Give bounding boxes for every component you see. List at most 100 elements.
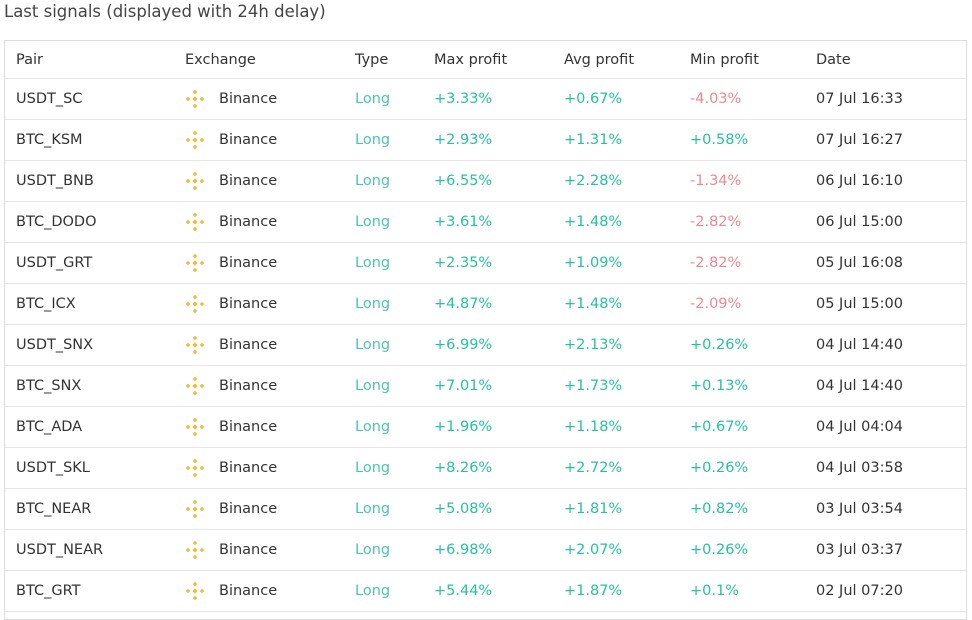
column-header: Min profit [690, 51, 759, 68]
date: 03 Jul 03:37 [816, 542, 903, 558]
type-cell: Long [355, 284, 390, 324]
type-cell: Long [355, 243, 390, 283]
max-profit: +5.44% [434, 583, 493, 599]
max-profit-cell: +7.01% [434, 366, 492, 406]
date-cell: 04 Jul 03:58 [816, 448, 903, 488]
avg-profit: +1.09% [564, 255, 623, 271]
date: 06 Jul 15:00 [816, 214, 903, 230]
pair: BTC_SNX [16, 378, 82, 394]
type-cell: Long [355, 161, 390, 201]
table-row: USDT_BNB Binance Long +6.55% +2.28% -1.34% 06 … [5, 161, 966, 202]
date-cell: 06 Jul 15:00 [816, 202, 903, 242]
max-profit: +2.93% [434, 132, 493, 148]
type: Long [355, 255, 391, 271]
pair: BTC_ADA [16, 419, 83, 435]
avg-profit: +2.72% [564, 460, 623, 476]
pair-cell: BTC_GRT [16, 571, 80, 611]
min-profit: +0.82% [690, 501, 749, 517]
type: Long [355, 583, 391, 599]
pair-cell: BTC_ADA [16, 407, 82, 447]
max-profit: +6.55% [434, 173, 493, 189]
section-title: Last signals (displayed with 24h delay) [4, 2, 326, 21]
min-profit: +0.26% [690, 542, 749, 558]
max-profit-cell: +6.98% [434, 530, 492, 570]
min-profit: +0.26% [690, 337, 749, 353]
table-row: BTC_NEAR Binance Long +5.08% +1.81% +0.82% 03 … [5, 489, 966, 530]
max-profit-cell: +6.99% [434, 325, 492, 365]
pair: BTC_GRT [16, 583, 81, 599]
binance-icon [185, 335, 205, 355]
avg-profit-cell: +1.18% [564, 407, 622, 447]
exchange-cell: Binance [185, 366, 277, 406]
pair: BTC_ICX [16, 296, 76, 312]
type: Long [355, 296, 391, 312]
pair-cell: BTC_ICX [16, 284, 76, 324]
binance-icon [185, 294, 205, 314]
date: 04 Jul 04:04 [816, 419, 903, 435]
column-header: Exchange [185, 51, 256, 68]
binance-icon [185, 171, 205, 191]
min-profit-cell: +0.1% [690, 571, 739, 611]
exchange-cell: Binance [185, 530, 277, 570]
exchange: Binance [219, 255, 278, 271]
pair-cell: BTC_DODO [16, 202, 97, 242]
exchange: Binance [219, 378, 278, 394]
exchange-cell: Binance [185, 120, 277, 160]
min-profit-cell: +0.26% [690, 530, 748, 570]
type-cell: Long [355, 366, 390, 406]
exchange-cell: Binance [185, 161, 277, 201]
min-profit: -2.82% [690, 255, 742, 271]
exchange-cell: Binance [185, 571, 277, 611]
min-profit-cell: +0.67% [690, 407, 748, 447]
exchange: Binance [219, 460, 278, 476]
exchange: Binance [219, 173, 278, 189]
avg-profit: +1.73% [564, 378, 623, 394]
max-profit: +5.08% [434, 501, 493, 517]
max-profit: +3.61% [434, 214, 493, 230]
binance-icon [185, 417, 205, 437]
avg-profit-cell: +1.73% [564, 366, 622, 406]
date-cell: 05 Jul 16:08 [816, 243, 903, 283]
avg-profit: +2.28% [564, 173, 623, 189]
avg-profit: +0.67% [564, 91, 623, 107]
avg-profit: +2.13% [564, 337, 623, 353]
type: Long [355, 337, 391, 353]
table-row: BTC_ADA Binance Long +1.96% +1.18% +0.67% 04 J… [5, 407, 966, 448]
max-profit: +1.96% [434, 419, 493, 435]
exchange-cell: Binance [185, 448, 277, 488]
pair-cell: BTC_SNX [16, 366, 81, 406]
max-profit-cell: +5.08% [434, 489, 492, 529]
type-cell: Long [355, 202, 390, 242]
avg-profit: +1.31% [564, 132, 623, 148]
max-profit-cell: +6.55% [434, 161, 492, 201]
max-profit: +8.26% [434, 460, 493, 476]
pair-cell: USDT_GRT [16, 243, 92, 283]
pair: USDT_SKL [16, 460, 90, 476]
min-profit-cell: +0.82% [690, 489, 748, 529]
max-profit: +6.98% [434, 542, 493, 558]
avg-profit-cell: +2.72% [564, 448, 622, 488]
table-row: USDT_NEAR Binance Long +6.98% +2.07% +0.26% 03… [5, 530, 966, 571]
signals-table: Pair Exchange Type Max profit Avg profit Min … [4, 40, 967, 620]
date: 05 Jul 15:00 [816, 296, 903, 312]
type: Long [355, 378, 391, 394]
table-row: BTC_GRT Binance Long +5.44% +1.87% +0.1% 02 Ju… [5, 571, 966, 612]
pair-cell: USDT_SC [16, 79, 82, 119]
min-profit: +0.67% [690, 419, 749, 435]
exchange-cell: Binance [185, 79, 277, 119]
date: 07 Jul 16:27 [816, 132, 903, 148]
type: Long [355, 542, 391, 558]
date-cell: 06 Jul 16:10 [816, 161, 903, 201]
pair: USDT_BNB [16, 173, 94, 189]
exchange: Binance [219, 132, 278, 148]
type: Long [355, 419, 391, 435]
type-cell: Long [355, 325, 390, 365]
avg-profit-cell: +1.48% [564, 284, 622, 324]
exchange: Binance [219, 501, 278, 517]
pair-cell: USDT_BNB [16, 161, 94, 201]
type: Long [355, 91, 391, 107]
min-profit-cell: +0.13% [690, 366, 748, 406]
pair: USDT_NEAR [16, 542, 104, 558]
binance-icon [185, 581, 205, 601]
avg-profit: +1.48% [564, 296, 623, 312]
